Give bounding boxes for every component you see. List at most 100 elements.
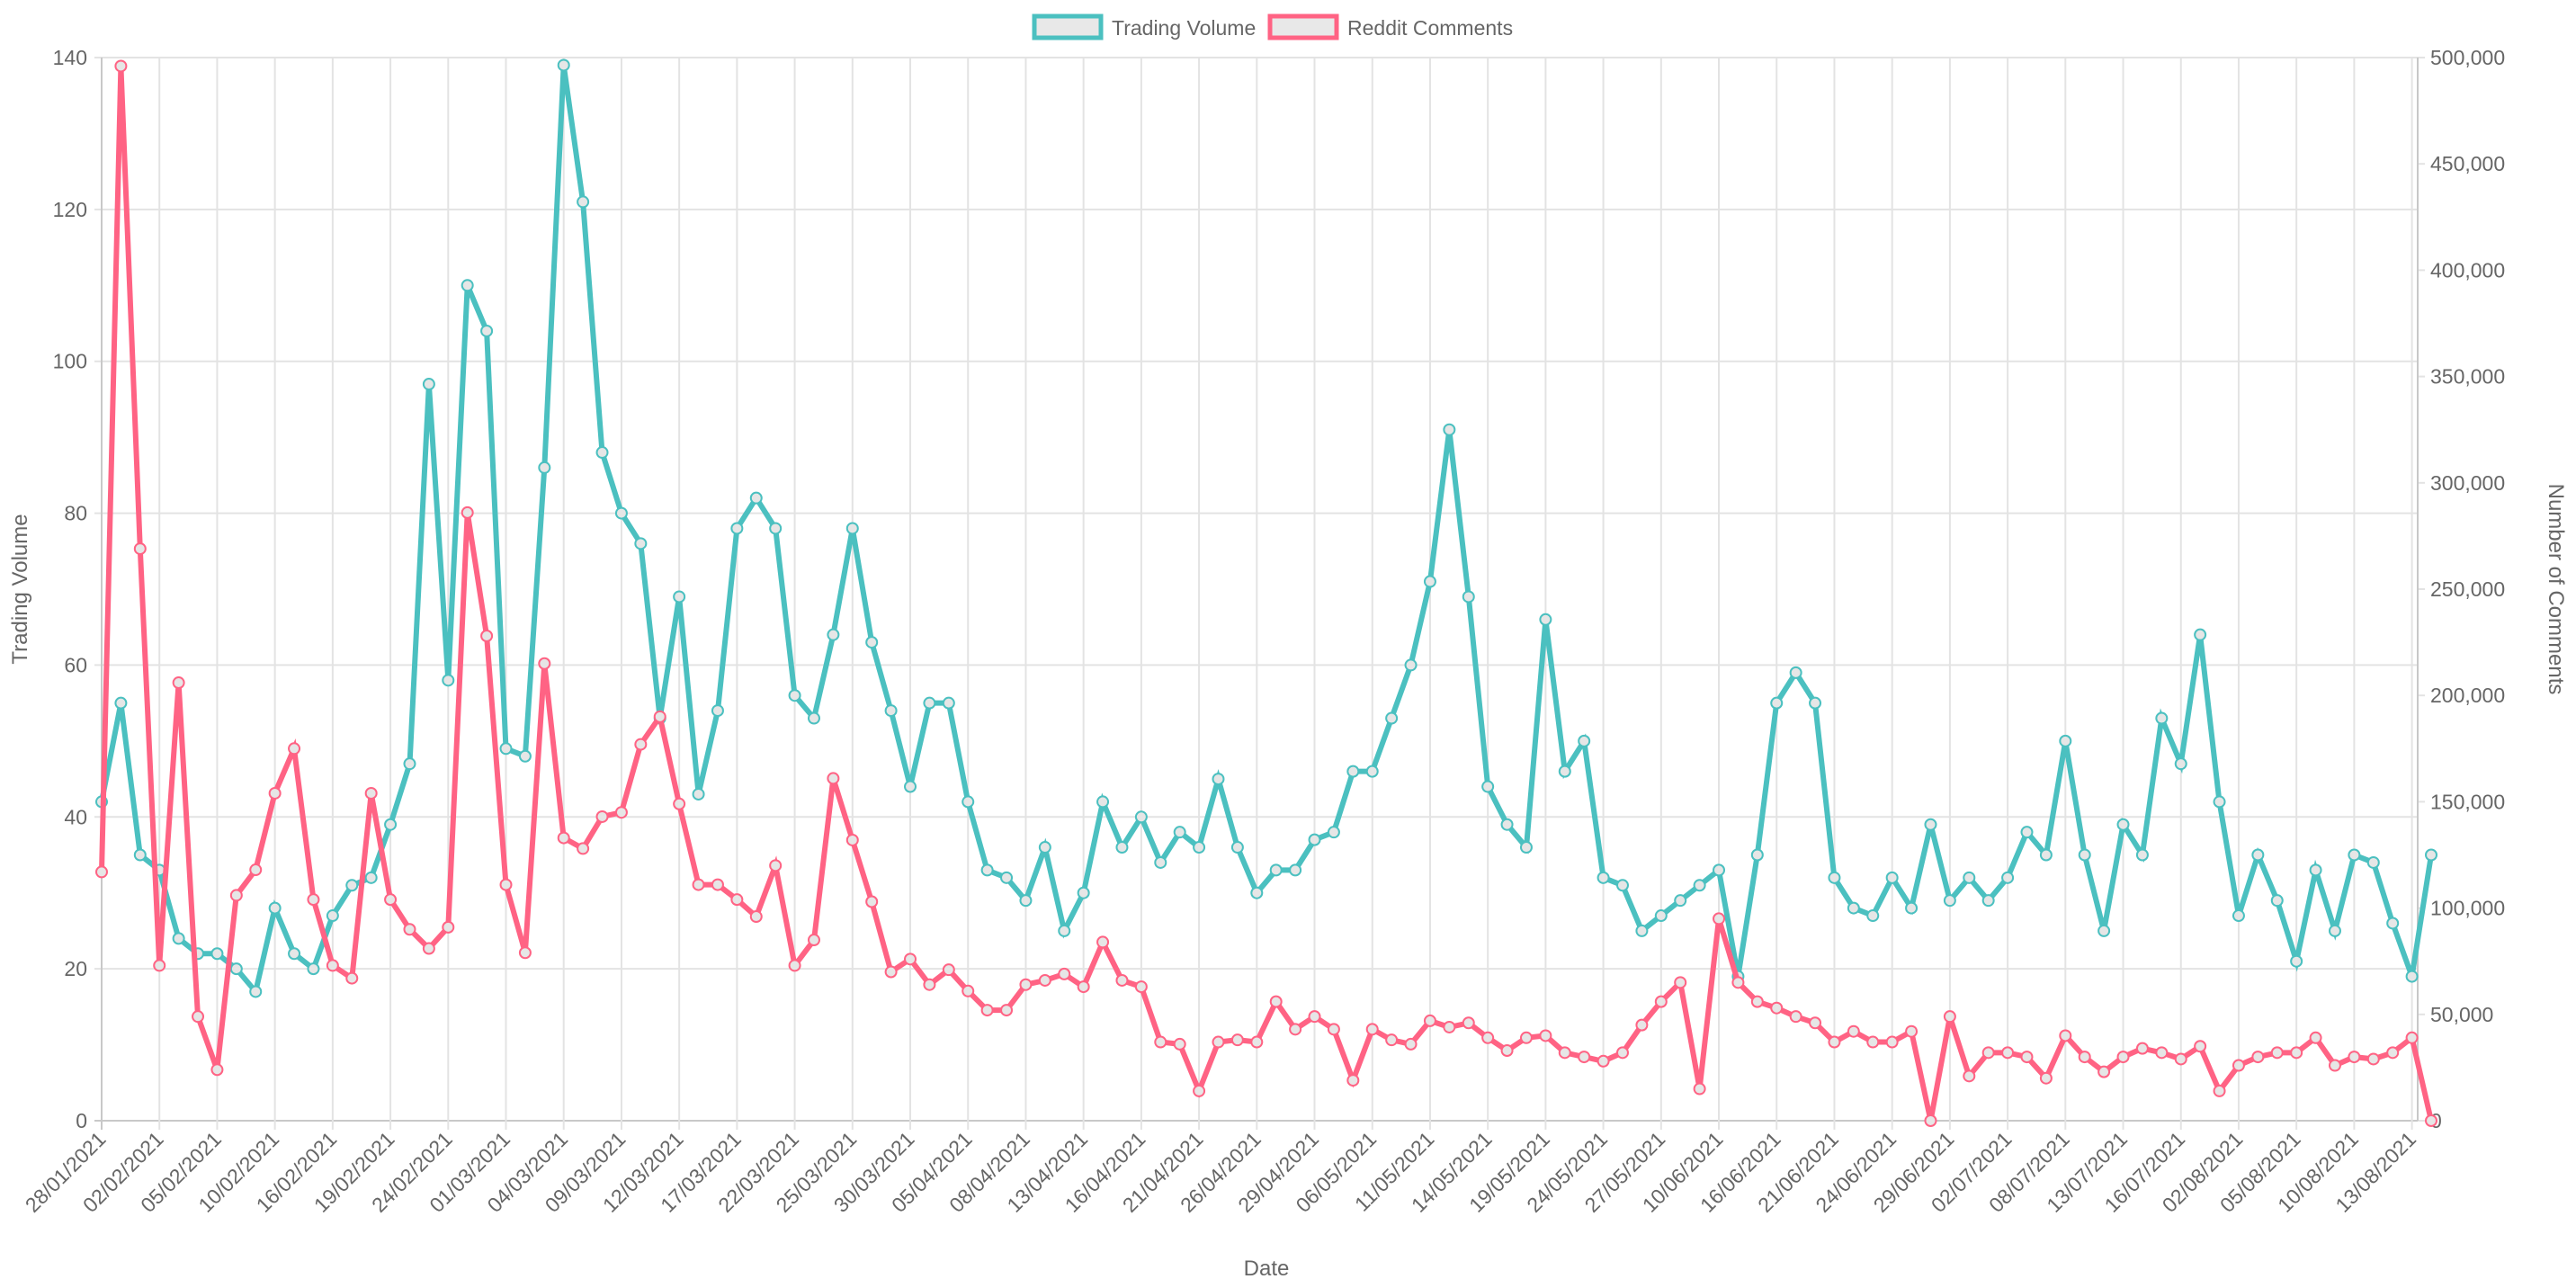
- y-left-axis-title: Trading Volume: [8, 514, 32, 664]
- point-reddit-comments: [1154, 1035, 1167, 1049]
- point-reddit-comments: [2078, 1051, 2091, 1064]
- point-trading-volume: [538, 461, 551, 474]
- point-reddit-comments: [673, 797, 686, 810]
- point-trading-volume: [1443, 423, 1456, 436]
- point-trading-volume: [345, 879, 359, 892]
- y-right-tick-label: 150,000: [2430, 790, 2505, 813]
- x-axis-title: Date: [1244, 1257, 1290, 1281]
- point-trading-volume: [2232, 909, 2245, 923]
- point-reddit-comments: [1250, 1035, 1264, 1049]
- point-reddit-comments: [1115, 973, 1129, 987]
- legend-item-reddit-comments[interactable]: Reddit Comments: [1267, 13, 1513, 40]
- point-trading-volume: [2001, 871, 2015, 884]
- point-trading-volume: [1905, 901, 1919, 915]
- point-trading-volume: [364, 871, 378, 884]
- point-reddit-comments: [2001, 1046, 2015, 1060]
- point-trading-volume: [229, 962, 243, 976]
- point-reddit-comments: [307, 893, 320, 907]
- legend-item-trading-volume[interactable]: Trading Volume: [1032, 13, 1256, 40]
- point-reddit-comments: [557, 831, 570, 845]
- y-right-tick-label: 400,000: [2430, 258, 2505, 282]
- point-trading-volume: [2309, 863, 2322, 877]
- point-reddit-comments: [1404, 1037, 1418, 1051]
- point-reddit-comments: [133, 542, 147, 556]
- point-reddit-comments: [1635, 1018, 1649, 1032]
- point-reddit-comments: [2328, 1059, 2341, 1072]
- point-reddit-comments: [249, 863, 263, 877]
- point-reddit-comments: [499, 878, 513, 891]
- point-reddit-comments: [403, 923, 416, 936]
- point-reddit-comments: [268, 786, 282, 800]
- point-trading-volume: [403, 757, 416, 771]
- y-left-tick-label: 80: [64, 502, 87, 525]
- point-reddit-comments: [422, 942, 435, 955]
- point-reddit-comments: [1750, 995, 1764, 1008]
- point-reddit-comments: [1615, 1046, 1629, 1060]
- point-reddit-comments: [1096, 935, 1110, 949]
- point-trading-volume: [249, 985, 263, 998]
- point-reddit-comments: [364, 786, 378, 800]
- point-reddit-comments: [2097, 1065, 2111, 1078]
- point-reddit-comments: [614, 806, 628, 819]
- point-trading-volume: [1943, 894, 1956, 908]
- point-trading-volume: [518, 749, 532, 763]
- point-reddit-comments: [2020, 1051, 2034, 1064]
- point-reddit-comments: [288, 742, 301, 756]
- point-reddit-comments: [2194, 1040, 2207, 1053]
- point-reddit-comments: [1828, 1035, 1841, 1049]
- point-reddit-comments: [1789, 1010, 1802, 1024]
- point-reddit-comments: [1885, 1035, 1899, 1049]
- point-trading-volume: [1154, 855, 1167, 869]
- point-reddit-comments: [730, 893, 744, 907]
- point-reddit-comments: [326, 959, 339, 972]
- point-reddit-comments: [942, 963, 955, 977]
- point-trading-volume: [133, 848, 147, 862]
- point-trading-volume: [2194, 628, 2207, 641]
- point-reddit-comments: [95, 865, 108, 879]
- point-trading-volume: [2251, 848, 2265, 862]
- point-trading-volume: [499, 742, 513, 756]
- point-reddit-comments: [538, 657, 551, 670]
- point-reddit-comments: [2039, 1071, 2053, 1085]
- point-reddit-comments: [2116, 1051, 2130, 1064]
- point-trading-volume: [807, 711, 820, 725]
- point-reddit-comments: [1481, 1031, 1495, 1044]
- y-right-tick-label: 500,000: [2430, 46, 2505, 69]
- point-reddit-comments: [1346, 1074, 1360, 1087]
- point-trading-volume: [1519, 841, 1533, 854]
- point-trading-volume: [1308, 833, 1321, 846]
- point-trading-volume: [1385, 711, 1399, 725]
- point-reddit-comments: [595, 809, 609, 823]
- y-left-tick-label: 100: [53, 350, 87, 373]
- point-trading-volume: [711, 704, 724, 718]
- point-trading-volume: [2135, 848, 2149, 862]
- point-reddit-comments: [2059, 1029, 2072, 1042]
- point-trading-volume: [2097, 924, 2111, 937]
- point-reddit-comments: [1365, 1023, 1379, 1036]
- point-trading-volume: [480, 324, 494, 337]
- point-trading-volume: [557, 58, 570, 72]
- point-trading-volume: [595, 446, 609, 460]
- point-trading-volume: [1558, 765, 1571, 778]
- point-trading-volume: [1500, 818, 1514, 831]
- point-trading-volume: [1597, 871, 1610, 884]
- point-trading-volume: [1038, 841, 1051, 854]
- point-trading-volume: [2020, 826, 2034, 839]
- point-reddit-comments: [2232, 1059, 2245, 1072]
- point-trading-volume: [1269, 863, 1283, 877]
- point-reddit-comments: [769, 859, 783, 872]
- point-trading-volume: [1635, 924, 1649, 937]
- y-left-tick-label: 120: [53, 198, 87, 221]
- point-reddit-comments: [1269, 995, 1283, 1008]
- point-trading-volume: [1866, 909, 1880, 923]
- point-trading-volume: [210, 947, 224, 961]
- point-reddit-comments: [653, 710, 666, 723]
- point-trading-volume: [2405, 970, 2419, 983]
- point-trading-volume: [114, 696, 128, 710]
- point-reddit-comments: [1674, 976, 1687, 989]
- point-trading-volume: [1230, 841, 1244, 854]
- point-trading-volume: [1809, 696, 1822, 710]
- point-reddit-comments: [518, 946, 532, 960]
- point-reddit-comments: [1713, 912, 1726, 926]
